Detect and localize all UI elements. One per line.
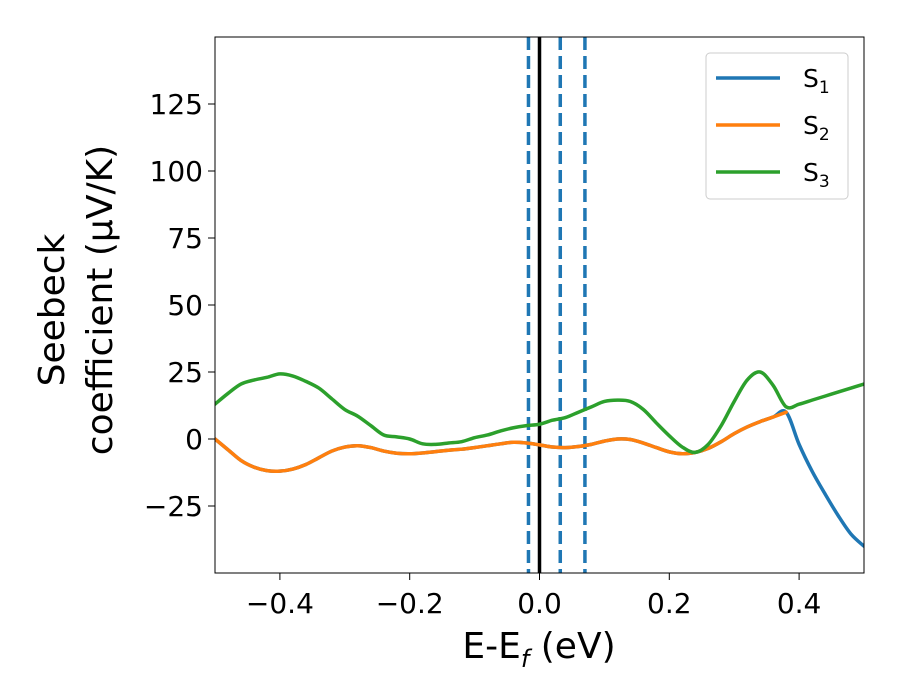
y-tick-label: 0: [185, 423, 203, 456]
legend-items: S1 S2 S3: [716, 64, 830, 192]
y-axis-label-line1: Seebeck: [32, 233, 73, 386]
legend-label-s2: S2: [803, 111, 830, 145]
series-lines: [215, 370, 864, 548]
y-tick-label: 75: [167, 222, 203, 255]
x-tick-label: 0.4: [777, 587, 822, 620]
y-tick-label: 25: [167, 356, 203, 389]
x-axis-label-tail: (eV): [529, 626, 615, 667]
x-tick-label: −0.2: [376, 587, 444, 620]
legend-label-s1: S1: [803, 64, 830, 98]
legend-label-s3: S3: [803, 158, 830, 192]
x-ticks: −0.4 −0.2 0.0 0.2 0.4: [246, 573, 821, 620]
vertical-lines: [526, 37, 587, 573]
y-tick-label: −25: [144, 490, 203, 523]
x-tick-label: 0.0: [517, 587, 562, 620]
x-tick-label: −0.4: [246, 587, 314, 620]
x-axis-label-main: E-E: [462, 626, 520, 667]
series-line-s3: [215, 370, 864, 455]
y-tick-label: 125: [150, 88, 203, 121]
y-axis-label-line2: coefficient (μV/K): [80, 145, 121, 455]
y-axis-label: Seebeck coefficient (μV/K): [32, 145, 121, 455]
x-axis-label: E-Ef (eV): [462, 626, 615, 673]
y-tick-label: 100: [150, 155, 203, 188]
y-tick-label: 50: [167, 289, 203, 322]
y-ticks: −25 0 25 50 75 100 125: [144, 88, 215, 523]
legend: S1 S2 S3: [705, 52, 849, 200]
x-tick-label: 0.2: [647, 587, 692, 620]
